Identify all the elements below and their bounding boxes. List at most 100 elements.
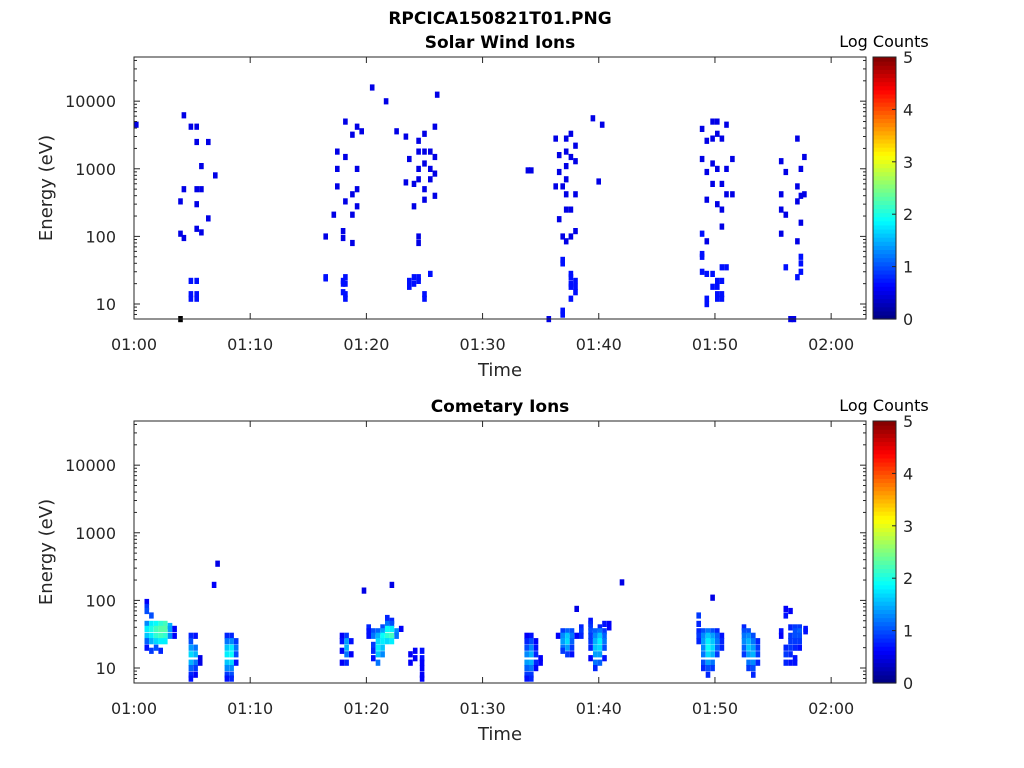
heatmap-cell [340, 280, 346, 287]
colorbar-swatch [873, 110, 896, 115]
colorbar-swatch [873, 445, 896, 451]
heatmap-cell [602, 638, 607, 645]
heatmap-cell [188, 632, 194, 639]
heatmap-cell [788, 624, 793, 631]
heatmap-cell [597, 651, 603, 658]
colorbar-swatch [873, 171, 896, 177]
colorbar: 0 1 2 3 4 5 [872, 48, 913, 329]
heatmap-cell [144, 644, 150, 651]
heatmap-cell [340, 228, 346, 235]
heatmap-cell [380, 632, 385, 639]
heatmap-cell [167, 632, 173, 639]
heatmap-cell [385, 614, 390, 622]
heatmap-cell [710, 632, 715, 639]
heatmap-cell [416, 165, 421, 172]
heatmap-cell [590, 115, 596, 122]
heatmap-cell [229, 671, 234, 678]
heatmap-cell [778, 158, 784, 165]
colorbar-swatch [873, 543, 896, 549]
colorbar-swatch [873, 265, 896, 271]
heatmap-cell [696, 620, 701, 627]
heatmap-cell [596, 178, 601, 185]
heatmap-cell [730, 155, 735, 163]
heatmap-cell [344, 651, 349, 658]
heatmap-cell [350, 191, 355, 198]
heatmap-cell [323, 233, 328, 240]
y-tick-label: 10 [96, 295, 116, 314]
heatmap-cell [524, 659, 529, 666]
panel-title: Solar Wind Ions [425, 33, 576, 53]
heatmap-cell [533, 638, 539, 645]
colorbar-swatch [873, 200, 896, 205]
heatmap-cell [560, 638, 565, 645]
heatmap-cell [344, 659, 349, 666]
heatmap-cell [380, 624, 385, 631]
colorbar-tick-label: 4 [903, 100, 913, 119]
colorbar-swatch [873, 490, 896, 496]
colorbar-swatch [873, 466, 896, 471]
heatmap-cell [783, 605, 789, 612]
heatmap-cell [419, 665, 425, 672]
colorbar-swatch [873, 625, 896, 631]
heatmap-cell [149, 625, 154, 632]
heatmap-cell [380, 628, 385, 635]
heatmap-cell [710, 270, 715, 277]
colorbar-swatch [873, 183, 896, 189]
heatmap-cell [588, 620, 593, 627]
heatmap-cell [710, 659, 715, 666]
heatmap-cell [573, 289, 578, 296]
heatmap-cell [560, 183, 565, 190]
colorbar-swatch [873, 441, 896, 447]
heatmap-cell [343, 280, 348, 287]
heatmap-cell [354, 203, 360, 210]
heatmap-cell [701, 665, 706, 672]
heatmap-cell [178, 230, 183, 237]
colorbar-swatch [873, 421, 896, 426]
heatmap-cell [194, 295, 199, 302]
heatmap-cell [579, 624, 584, 631]
heatmap-cell [529, 675, 534, 682]
heatmap-cell [563, 176, 569, 183]
heatmap-cell [719, 206, 725, 213]
heatmap-cell [719, 644, 725, 651]
heatmap-cell [696, 612, 701, 619]
x-tick-label: 01:10 [227, 335, 273, 354]
heatmap-cell [602, 632, 607, 639]
heatmap-cell [354, 123, 360, 130]
colorbar-swatch [873, 576, 896, 582]
heatmap-cell [529, 659, 534, 666]
heatmap-cell [705, 638, 711, 645]
heatmap-cell [194, 138, 199, 146]
heatmap-cell [144, 607, 150, 615]
heatmap-cell [719, 223, 725, 230]
heatmap-cell [206, 215, 211, 222]
colorbar-swatch [873, 556, 896, 561]
heatmap-cell [188, 277, 194, 284]
heatmap-cell [158, 625, 163, 632]
heatmap-cell [422, 186, 427, 193]
colorbar-tick-label: 4 [903, 464, 913, 483]
heatmap-cell [144, 638, 150, 645]
heatmap-cell [602, 628, 607, 635]
heatmap-cell [149, 632, 154, 639]
heatmap-cell [524, 632, 529, 639]
heatmap-cell [524, 675, 529, 682]
colorbar-swatch [873, 261, 896, 267]
heatmap-cell [563, 135, 569, 142]
heatmap-cell [593, 628, 598, 635]
heatmap-cell [178, 198, 183, 205]
colorbar-swatch [873, 294, 896, 300]
heatmap-cell [398, 625, 404, 632]
heatmap-cell [411, 180, 417, 187]
heatmap-cell [422, 148, 427, 155]
heatmap-cell [788, 607, 793, 615]
colorbar-swatch [873, 515, 896, 520]
colorbar-swatch [873, 482, 896, 488]
heatmap-cell [724, 121, 729, 128]
heatmap-cell [385, 620, 390, 627]
heatmap-cell [432, 170, 438, 177]
heatmap-cell [525, 167, 531, 174]
heatmap-cell [224, 665, 230, 672]
heatmap-cell [710, 665, 715, 672]
